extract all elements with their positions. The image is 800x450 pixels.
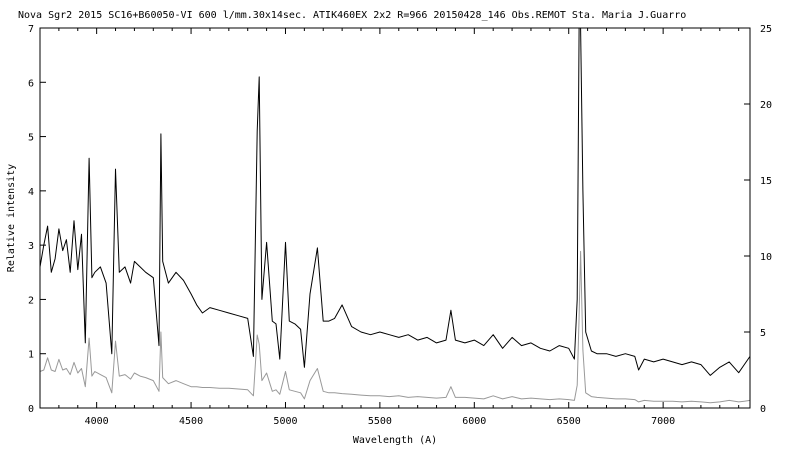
y-tick-label: 5	[28, 133, 34, 144]
y2-tick-label: 0	[760, 404, 766, 415]
x-tick-label: 4000	[85, 416, 109, 427]
y-tick-label: 6	[28, 78, 34, 89]
y-tick-label: 3	[28, 241, 34, 252]
x-tick-label: 5000	[273, 416, 297, 427]
y-tick-label: 0	[28, 404, 34, 415]
x-tick-label: 6500	[557, 416, 581, 427]
plot-frame	[39, 27, 751, 409]
x-tick-label: 7000	[651, 416, 675, 427]
y-tick-label: 7	[28, 24, 34, 35]
y-tick-label: 4	[28, 187, 34, 198]
y2-tick-label: 25	[760, 24, 772, 35]
x-tick-label: 5500	[368, 416, 392, 427]
y-tick-label: 2	[28, 295, 34, 306]
y2-tick-label: 5	[760, 328, 766, 339]
series-line-grey	[39, 250, 751, 404]
x-axis-label: Wavelength (A)	[353, 435, 437, 446]
x-tick-label: 4500	[179, 416, 203, 427]
y2-tick-label: 10	[760, 252, 772, 263]
y-tick-label: 1	[28, 350, 34, 361]
y2-tick-label: 20	[760, 100, 772, 111]
series-line-black	[39, 27, 751, 376]
chart-title: Nova Sgr2 2015 SC16+B60050-VI 600 l/mm.3…	[18, 10, 686, 21]
series-layer	[39, 27, 751, 404]
ticks-layer: 4000 4500 5000 5500 6000 6500 7000 0 1 2 3 4 5 6 7 0 5 10…	[28, 24, 772, 427]
y-axis-label: Relative intensity	[6, 164, 17, 272]
y2-tick-label: 15	[760, 176, 772, 187]
x-tick-label: 6000	[462, 416, 486, 427]
